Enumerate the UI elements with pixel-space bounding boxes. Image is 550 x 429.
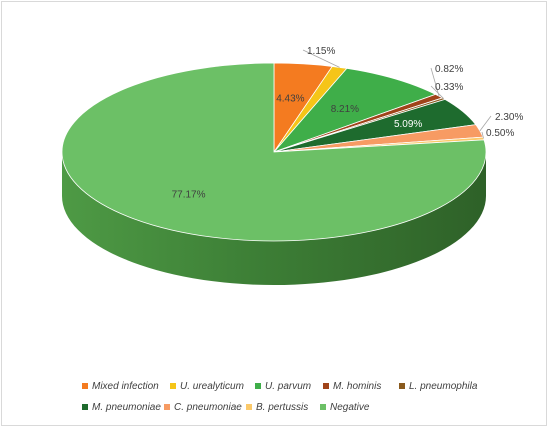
leader-lines — [302, 49, 492, 139]
leader-line-1 — [302, 49, 340, 68]
legend-item-6: C. pneumoniae — [164, 402, 242, 413]
legend-swatch-8 — [320, 404, 326, 410]
legend-swatch-5 — [82, 404, 88, 410]
legend-label-0: Mixed infection — [92, 381, 159, 392]
data-label-3: 0.82% — [435, 64, 463, 75]
pie-sides — [62, 152, 486, 285]
legend-label-4: L. pneumophila — [409, 381, 478, 392]
data-label-5: 5.09% — [394, 119, 422, 130]
legend-item-2: U. parvum — [255, 381, 311, 392]
data-label-6: 2.30% — [495, 112, 523, 123]
leader-line-7 — [481, 131, 484, 139]
legend-swatch-1 — [170, 383, 176, 389]
legend-label-6: C. pneumoniae — [174, 402, 242, 413]
legend-swatch-0 — [82, 383, 88, 389]
pie-slice-8 — [61, 62, 487, 242]
data-label-2: 8.21% — [331, 104, 359, 115]
pie-slice-2 — [272, 67, 437, 153]
legend: Mixed infection U. urealyticum U. parvum M.… — [82, 381, 478, 413]
leader-line-3 — [430, 67, 440, 97]
leader-line-6 — [479, 115, 492, 132]
legend-swatch-7 — [246, 404, 252, 410]
data-label-7: 0.50% — [486, 128, 514, 139]
legend-label-1: U. urealyticum — [180, 381, 244, 392]
pie-slices — [61, 62, 487, 242]
legend-label-5: M. pneumoniae — [92, 402, 161, 413]
legend-item-7: B. pertussis — [246, 402, 308, 413]
legend-item-0: Mixed infection — [82, 381, 159, 392]
legend-swatch-6 — [164, 404, 170, 410]
data-label-0: 4.43% — [276, 93, 304, 104]
legend-item-8: Negative — [320, 402, 370, 413]
legend-label-7: B. pertussis — [256, 402, 308, 413]
data-label-4: 0.33% — [435, 82, 463, 93]
legend-swatch-4 — [399, 383, 405, 389]
legend-item-4: L. pneumophila — [399, 381, 478, 392]
leader-line-4 — [430, 85, 445, 99]
legend-label-2: U. parvum — [265, 381, 311, 392]
data-label-8: 77.17% — [172, 190, 206, 201]
legend-item-1: U. urealyticum — [170, 381, 244, 392]
legend-swatch-2 — [255, 383, 261, 389]
side-wall-8 — [62, 152, 486, 285]
legend-label-3: M. hominis — [333, 381, 381, 392]
data-label-1: 1.15% — [307, 46, 335, 57]
legend-item-3: M. hominis — [323, 381, 381, 392]
legend-label-8: Negative — [330, 402, 370, 413]
legend-item-5: M. pneumoniae — [82, 402, 161, 413]
legend-swatch-3 — [323, 383, 329, 389]
data-labels: 4.43% 1.15% 8.21% 0.82% 0.33% 5.09% 2.30% 0.50%… — [172, 46, 524, 201]
